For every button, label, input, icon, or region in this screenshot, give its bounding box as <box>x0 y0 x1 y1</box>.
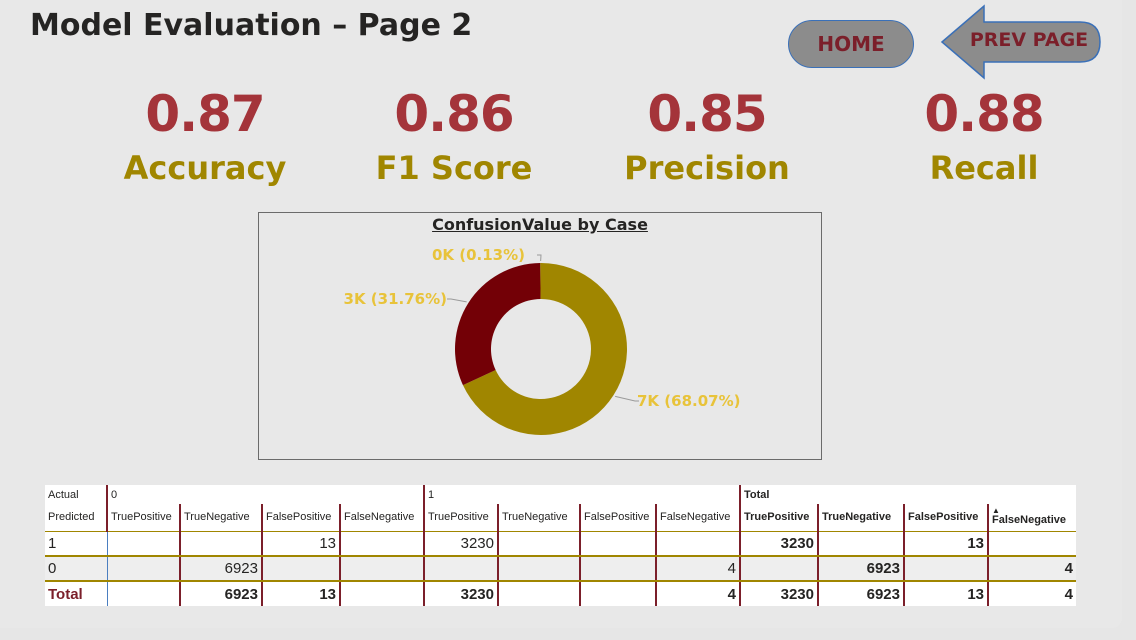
data-label: 0K (0.13%) <box>432 246 525 264</box>
prev-page-button-label: PREV PAGE <box>969 29 1089 51</box>
left-arrow-shape-icon <box>940 4 1101 80</box>
table-cell <box>497 581 580 606</box>
column-header[interactable]: TrueNegative <box>497 504 580 532</box>
kpi-value: 0.85 <box>647 85 767 143</box>
column-header[interactable]: TruePositive <box>106 504 180 532</box>
table-cell <box>903 556 988 582</box>
kpi-label: Accuracy <box>123 149 287 187</box>
table-cell <box>339 556 424 582</box>
leader-line <box>447 298 467 303</box>
actual-header: Actual <box>48 488 79 501</box>
column-header[interactable]: FalsePositive <box>261 504 340 532</box>
table-cell <box>655 531 740 557</box>
group-header-total: Total <box>739 485 1076 504</box>
table-cell <box>261 556 340 582</box>
table-row-total: Total 6923 13 3230 4 3230 6923 13 4 <box>45 581 1076 606</box>
table-cell <box>423 556 498 582</box>
column-header[interactable]: FalseNegative <box>339 504 424 532</box>
table-cell: 6923 <box>817 581 904 606</box>
table-cell <box>339 581 424 606</box>
data-label: 7K (68.07%) <box>637 392 740 410</box>
leader-line <box>537 254 542 262</box>
column-header-label: FalseNegative <box>992 514 1066 527</box>
column-header[interactable]: FalsePositive <box>579 504 656 532</box>
table-cell: 3230 <box>739 531 818 557</box>
kpi-accuracy: 0.87 Accuracy <box>95 86 315 188</box>
table-row-predicted-1: 1 13 3230 3230 13 <box>45 531 1076 557</box>
row-label: 1 <box>45 531 107 557</box>
table-cell <box>106 531 180 557</box>
kpi-f1-score: 0.86 F1 Score <box>344 86 564 188</box>
column-group-header-row: Actual 0 1 Total <box>45 485 1076 504</box>
donut-chart-visual[interactable]: ConfusionValue by Case 7K (68.07%) 3K (31… <box>258 212 822 460</box>
chart-title: ConfusionValue by Case <box>432 215 648 234</box>
page-title: Model Evaluation – Page 2 <box>30 8 473 43</box>
table-cell <box>106 581 180 606</box>
table-cell <box>579 581 656 606</box>
table-cell: 3230 <box>423 531 498 557</box>
table-cell <box>579 531 656 557</box>
table-cell: 4 <box>987 581 1076 606</box>
table-cell: 6923 <box>179 556 262 582</box>
table-cell: 13 <box>261 531 340 557</box>
column-header-row: Predicted TruePositive TrueNegative Fals… <box>45 504 1076 532</box>
leader-line <box>615 395 639 402</box>
table-cell <box>817 531 904 557</box>
kpi-value: 0.87 <box>145 85 265 143</box>
table-cell <box>987 531 1076 557</box>
table-row-predicted-0: 0 6923 4 6923 4 <box>45 556 1076 582</box>
table-cell: 4 <box>655 556 740 582</box>
table-cell <box>179 531 262 557</box>
home-button[interactable]: HOME <box>788 20 914 68</box>
donut-slice[interactable] <box>455 263 541 386</box>
donut-slice[interactable] <box>540 263 541 300</box>
column-header[interactable]: TrueNegative <box>179 504 262 532</box>
table-cell <box>579 556 656 582</box>
prev-page-button[interactable]: PREV PAGE <box>940 4 1102 80</box>
group-header-0[interactable]: 0 <box>106 485 424 504</box>
table-cell <box>106 556 180 582</box>
row-label: 0 <box>45 556 107 582</box>
table-cell: 3230 <box>739 581 818 606</box>
column-header[interactable]: FalsePositive <box>903 504 988 532</box>
column-header[interactable]: TruePositive <box>423 504 498 532</box>
table-cell: 13 <box>261 581 340 606</box>
kpi-precision: 0.85 Precision <box>597 86 817 188</box>
kpi-label: Precision <box>624 149 790 187</box>
table-cell <box>497 531 580 557</box>
column-header[interactable]: TrueNegative <box>817 504 904 532</box>
table-cell: 3230 <box>423 581 498 606</box>
column-header[interactable]: FalseNegative <box>655 504 740 532</box>
table-cell: 6923 <box>817 556 904 582</box>
table-cell: 6923 <box>179 581 262 606</box>
table-cell <box>339 531 424 557</box>
sort-ascending-icon: ▲ <box>992 506 1000 516</box>
home-button-label: HOME <box>817 32 885 56</box>
table-cell: 13 <box>903 581 988 606</box>
donut-chart: 7K (68.07%) 3K (31.76%) 0K (0.13%) <box>344 246 740 435</box>
table-cell <box>497 556 580 582</box>
confusion-matrix-table: Actual 0 1 Total Predicted TruePositive … <box>45 485 1076 606</box>
table-cell: 13 <box>903 531 988 557</box>
predicted-header: Predicted <box>45 504 107 532</box>
kpi-label: Recall <box>929 149 1039 187</box>
kpi-value: 0.86 <box>394 85 514 143</box>
group-header-1[interactable]: 1 <box>423 485 740 504</box>
kpi-value: 0.88 <box>924 85 1044 143</box>
sorted-column-header[interactable]: ▲ FalseNegative <box>987 504 1076 532</box>
table-cell: 4 <box>987 556 1076 582</box>
table-cell: 4 <box>655 581 740 606</box>
column-header[interactable]: TruePositive <box>739 504 818 532</box>
table-cell <box>739 556 818 582</box>
row-label-total: Total <box>48 585 83 603</box>
donut-slice[interactable] <box>462 263 627 435</box>
kpi-label: F1 Score <box>375 149 533 187</box>
data-label: 3K (31.76%) <box>344 290 447 308</box>
kpi-recall: 0.88 Recall <box>874 86 1094 188</box>
